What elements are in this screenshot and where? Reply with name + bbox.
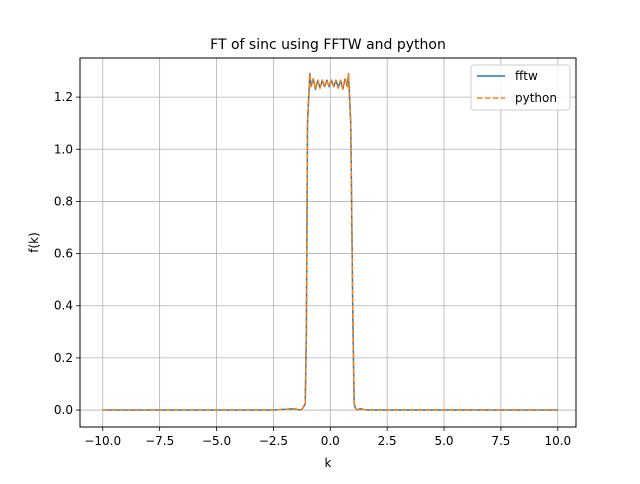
legend-label-fftw: fftw bbox=[515, 69, 538, 83]
x-tick-label: −10.0 bbox=[84, 434, 121, 448]
chart-title: FT of sinc using FFTW and python bbox=[210, 37, 446, 53]
x-tick-label: 5.0 bbox=[434, 434, 453, 448]
x-axis-label: k bbox=[325, 456, 332, 470]
y-tick-label: 1.0 bbox=[54, 142, 73, 156]
y-axis-ticks: 0.0 0.2 0.4 0.6 0.8 1.0 1.2 bbox=[54, 90, 80, 417]
x-tick-label: −5.0 bbox=[202, 434, 231, 448]
y-axis-label: f(k) bbox=[27, 232, 41, 253]
series-line-python bbox=[102, 72, 558, 411]
y-tick-label: 0.4 bbox=[54, 299, 73, 313]
y-tick-label: 0.2 bbox=[54, 351, 73, 365]
x-tick-label: 0.0 bbox=[321, 434, 340, 448]
y-tick-label: 0.0 bbox=[54, 403, 73, 417]
y-tick-label: 0.8 bbox=[54, 194, 73, 208]
x-axis-ticks: −10.0 −7.5 −5.0 −2.5 0.0 2.5 5.0 7.5 10.0 bbox=[84, 427, 571, 448]
legend: fftw python bbox=[470, 64, 571, 111]
x-tick-label: 7.5 bbox=[491, 434, 510, 448]
y-tick-label: 0.6 bbox=[54, 247, 73, 261]
y-tick-label: 1.2 bbox=[54, 90, 73, 104]
x-tick-label: 10.0 bbox=[544, 434, 571, 448]
x-tick-label: −2.5 bbox=[259, 434, 288, 448]
series-lines bbox=[102, 72, 558, 411]
legend-label-python: python bbox=[515, 91, 557, 105]
x-tick-label: 2.5 bbox=[378, 434, 397, 448]
x-tick-label: −7.5 bbox=[145, 434, 174, 448]
plot-frame bbox=[79, 57, 577, 428]
